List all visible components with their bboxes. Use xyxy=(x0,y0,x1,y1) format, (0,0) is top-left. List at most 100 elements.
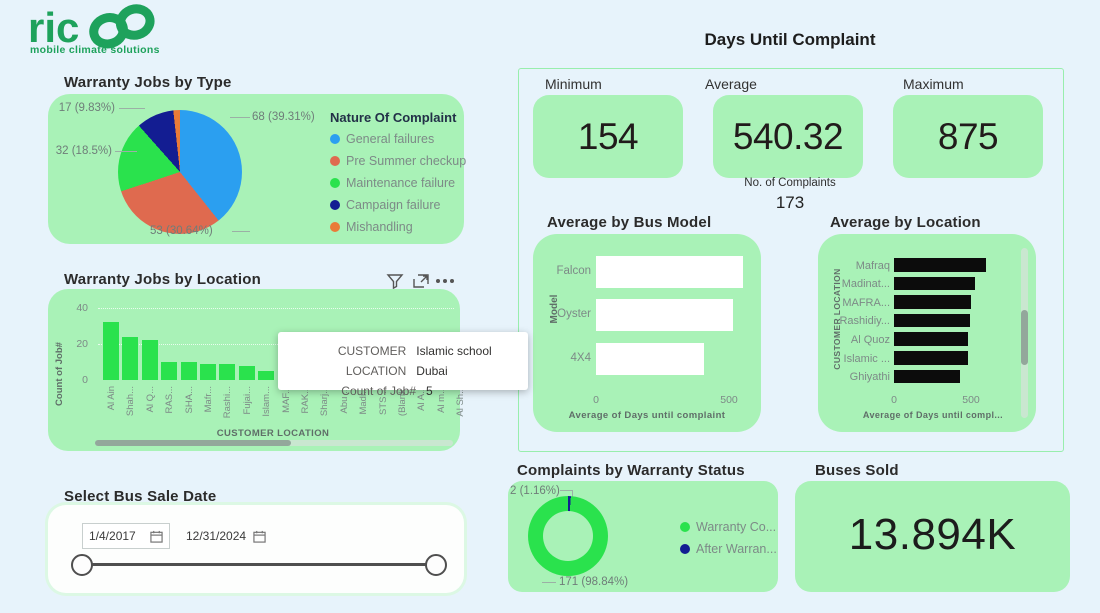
legend-dot xyxy=(330,156,340,166)
x-axis-category-label: Mafr... xyxy=(203,386,214,413)
logo-tagline: mobile climate solutions xyxy=(30,44,160,56)
avgloc-bar[interactable] xyxy=(894,258,987,272)
legend-dot xyxy=(680,522,690,532)
location-bar[interactable] xyxy=(200,363,216,380)
legend-dot xyxy=(680,544,690,554)
legend-item-presummer[interactable]: Pre Summer checkup xyxy=(330,154,466,168)
avgloc-bar[interactable] xyxy=(894,276,976,291)
avg-by-model-card[interactable]: Model Falcon Oyster 4X4 0 500 Average of… xyxy=(533,234,761,432)
legend-item-afterwarranty[interactable]: After Warran... xyxy=(680,542,777,556)
date-range-slider-handle-end[interactable] xyxy=(425,554,447,576)
avgloc-x-tick: 500 xyxy=(962,394,980,406)
avgloc-category-label: Al Quoz xyxy=(850,333,890,346)
model-x-tick: 500 xyxy=(720,394,738,406)
y-axis-title: Count of Job# xyxy=(54,342,65,406)
avgloc-x-axis-title: Average of Days until compl... xyxy=(862,410,1004,420)
legend-label: Maintenance failure xyxy=(346,176,456,190)
status-card-title: Complaints by Warranty Status xyxy=(517,462,745,479)
more-options-icon[interactable] xyxy=(436,279,440,283)
sold-card-title: Buses Sold xyxy=(815,462,899,479)
tooltip-field-label: CUSTOMER LOCATION xyxy=(337,344,407,378)
model-x-tick: 0 xyxy=(593,394,599,406)
calendar-icon[interactable] xyxy=(253,530,266,543)
avgloc-chart-title: Average by Location xyxy=(830,214,981,231)
x-axis-category-label: Al Q... xyxy=(144,386,156,413)
pie-leader-line xyxy=(230,117,250,118)
pie-callout-general: 68 (39.31%) xyxy=(252,111,315,123)
avgloc-bar[interactable] xyxy=(894,351,969,365)
donut-leader-line xyxy=(560,490,572,491)
filter-icon[interactable] xyxy=(386,273,404,289)
legend-item-maintenance[interactable]: Maintenance failure xyxy=(330,176,455,190)
kpi-value-average: 540.32 xyxy=(732,115,844,157)
date-range-slider-handle-start[interactable] xyxy=(71,554,93,576)
vertical-scrollbar-thumb[interactable] xyxy=(1021,310,1028,365)
kpi-label-minimum: Minimum xyxy=(545,76,602,92)
location-bar[interactable] xyxy=(238,365,255,380)
donut-callout-warranty: 171 (98.84%) xyxy=(559,576,629,588)
complaints-count-value: 173 xyxy=(775,193,805,212)
date-slicer-card: 1/4/2017 12/31/2024 xyxy=(48,505,464,593)
kpi-value-maximum: 875 xyxy=(937,115,999,157)
avgloc-bar[interactable] xyxy=(894,313,971,328)
donut-callout-after: 2 (1.16%) xyxy=(510,485,560,497)
legend-item-mishandling[interactable]: Mishandling xyxy=(330,220,413,234)
horizontal-scrollbar-thumb[interactable] xyxy=(95,440,291,446)
avgloc-category-label: Mafraq xyxy=(855,259,890,272)
buses-sold-value: 13.894K xyxy=(848,510,1017,559)
x-axis-category-label: SHA... xyxy=(183,386,195,414)
pie-card-title: Warranty Jobs by Type xyxy=(64,74,232,91)
model-bar[interactable] xyxy=(596,299,733,331)
location-bar[interactable] xyxy=(258,371,275,380)
avgloc-category-label: Rashidiy... xyxy=(839,315,890,328)
kpi-card-minimum[interactable]: 154 xyxy=(533,95,683,178)
legend-item-campaign[interactable]: Campaign failure xyxy=(330,198,441,212)
y-axis-tick: 20 xyxy=(76,338,88,350)
kpi-label-average: Average xyxy=(705,76,757,92)
legend-item-warranty[interactable]: Warranty Co... xyxy=(680,520,776,534)
avgloc-bar[interactable] xyxy=(894,332,969,346)
avgloc-bar[interactable] xyxy=(894,369,961,384)
legend-item-general[interactable]: General failures xyxy=(330,132,434,146)
focus-mode-icon[interactable] xyxy=(412,273,430,289)
rico-logo-icon: ric xyxy=(28,4,155,50)
location-bar[interactable] xyxy=(122,336,139,380)
model-bar[interactable] xyxy=(596,343,704,375)
warranty-type-pie-chart[interactable] xyxy=(118,110,242,234)
tooltip-field-label: Count of Job# xyxy=(341,384,416,398)
start-date-input[interactable]: 1/4/2017 xyxy=(82,523,170,549)
calendar-icon[interactable] xyxy=(150,530,163,543)
x-axis-category-label: Al Ain xyxy=(106,386,117,411)
location-bar[interactable] xyxy=(103,322,119,380)
buses-sold-card[interactable]: 13.894K xyxy=(795,481,1070,592)
x-axis-category-label: Shah... xyxy=(125,386,137,417)
donut-leader-line xyxy=(542,582,556,583)
location-bar[interactable] xyxy=(141,340,158,380)
pie-leader-line xyxy=(115,151,137,152)
pie-callout-presummer: 53 (30.64%) xyxy=(150,225,213,237)
kpi-label-maximum: Maximum xyxy=(903,76,964,92)
legend-dot xyxy=(330,178,340,188)
tooltip-field-value: Islamic school Dubai xyxy=(416,344,492,378)
location-bar[interactable] xyxy=(180,362,197,380)
warranty-by-location-card[interactable]: 40 20 0 Count of Job# CUSTOMER LOCATION … xyxy=(48,289,466,451)
model-bar[interactable] xyxy=(596,256,744,288)
warranty-by-type-card[interactable]: 17 (9.83%) 68 (39.31%) 32 (18.5%) 53 (30… xyxy=(48,94,466,244)
avgloc-bar[interactable] xyxy=(894,295,971,309)
location-bar[interactable] xyxy=(161,362,178,380)
kpi-card-maximum[interactable]: 875 xyxy=(893,95,1043,178)
y-axis-tick: 0 xyxy=(82,374,88,386)
y-axis-tick: 40 xyxy=(76,302,88,314)
x-axis-category-label: Fujai... xyxy=(241,386,253,415)
pie-legend-title: Nature Of Complaint xyxy=(330,110,457,125)
avg-by-location-card[interactable]: CUSTOMER LOCATION 0 500 Average of Days … xyxy=(818,234,1036,432)
end-date-input[interactable]: 12/31/2024 xyxy=(180,523,272,549)
x-axis-category-label: Rashi... xyxy=(222,386,234,419)
date-slicer-title: Select Bus Sale Date xyxy=(64,488,217,505)
location-card-title: Warranty Jobs by Location xyxy=(64,271,261,288)
warranty-status-card[interactable]: 2 (1.16%) 171 (98.84%) Warranty Co... Af… xyxy=(508,481,778,592)
date-range-slider-track[interactable] xyxy=(82,563,436,566)
complaints-count-label: No. of Complaints xyxy=(744,177,836,189)
location-bar[interactable] xyxy=(219,363,236,380)
kpi-card-average[interactable]: 540.32 xyxy=(713,95,863,178)
